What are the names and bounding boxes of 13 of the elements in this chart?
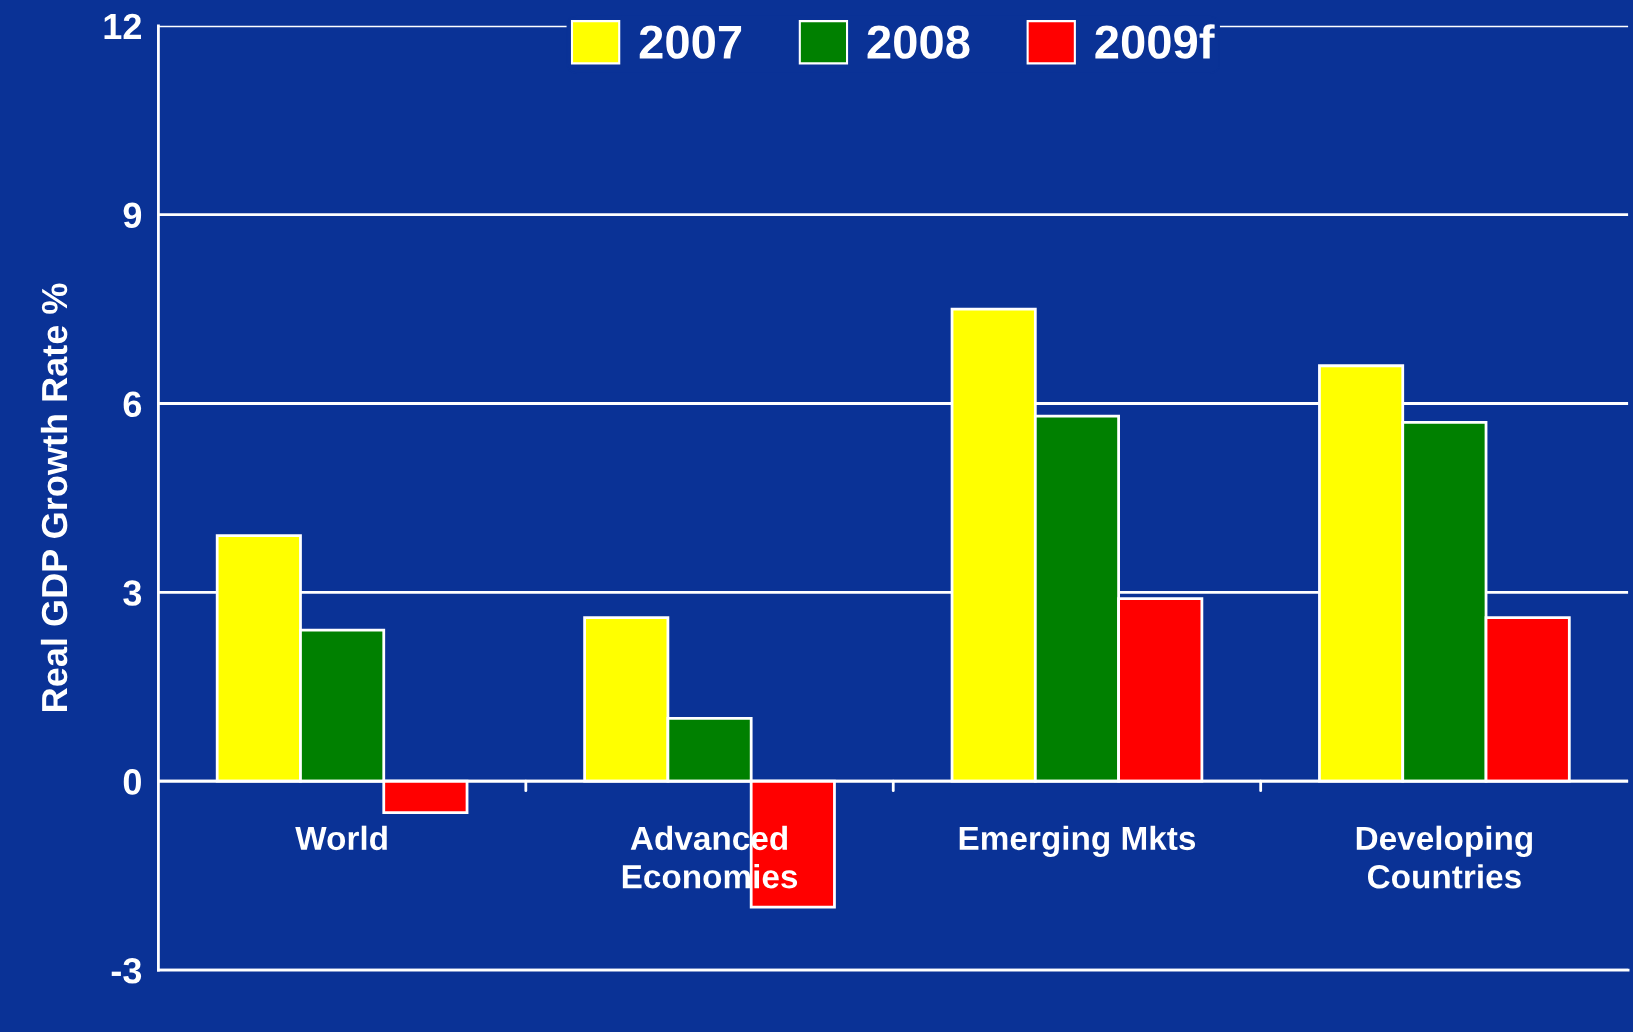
y-tick-label: 12 [104, 13, 141, 39]
x-tick-label: Developing Countries [1356, 825, 1532, 889]
y-axis-title: Real GDP Growth Rate % [40, 283, 68, 711]
x-tick-label: World [295, 825, 387, 851]
legend-label: 2007 [639, 25, 742, 59]
y-tick-label: 6 [123, 391, 142, 417]
y-tick-label: 3 [123, 580, 142, 606]
y-tick-label: -3 [111, 957, 142, 984]
legend-label: 2008 [867, 25, 970, 59]
y-tick-label: 9 [123, 202, 142, 229]
legend-label: 2009f [1095, 24, 1215, 59]
y-tick-label: 0 [123, 769, 141, 795]
x-tick-label: Emerging Mkts [959, 825, 1196, 857]
